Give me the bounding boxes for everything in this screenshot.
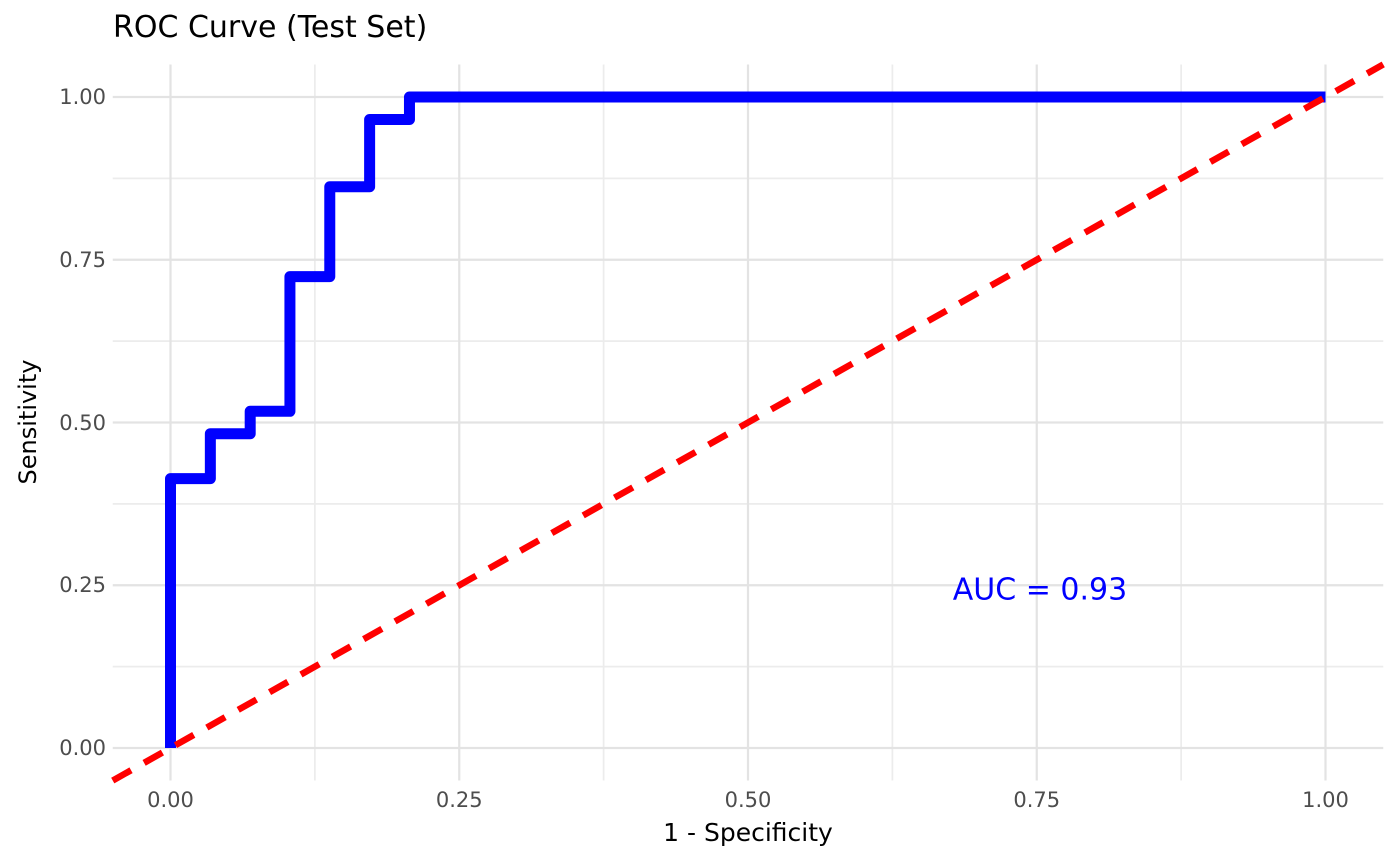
auc-annotation: AUC = 0.93 [952, 572, 1128, 608]
chance-diagonal-line [111, 61, 1385, 784]
x-tick-label: 0.25 [435, 788, 483, 812]
x-tick-label: 0.75 [1013, 788, 1061, 812]
y-tick-label: 1.00 [59, 85, 106, 109]
x-tick-label: 1.00 [1302, 788, 1349, 812]
x-tick-label: 0.50 [724, 788, 772, 812]
x-tick-label: 0.00 [147, 788, 194, 812]
chart-title: ROC Curve (Test Set) [113, 10, 428, 45]
x-axis-title: 1 - Specificity [663, 818, 833, 847]
y-tick-label: 0.00 [59, 736, 106, 760]
y-tick-label: 0.75 [59, 247, 106, 272]
roc-curve-line [165, 91, 1326, 748]
y-tick-label: 0.50 [59, 410, 106, 435]
y-axis-title: Sensitivity [14, 359, 42, 485]
y-tick-label: 0.25 [59, 573, 106, 598]
